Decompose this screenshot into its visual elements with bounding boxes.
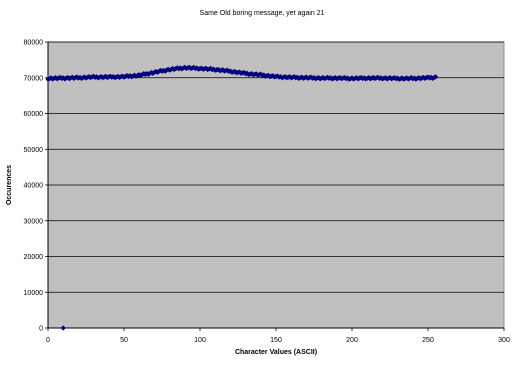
- data-point: [332, 75, 338, 81]
- x-tick-labels: 0 50 100 150 200 250 300: [46, 328, 510, 344]
- y-tick-label: 50000: [24, 147, 44, 154]
- data-point: [370, 74, 376, 81]
- data-point: [244, 70, 250, 76]
- data-point: [60, 325, 66, 331]
- data-point: [341, 74, 347, 81]
- x-tick-label: 0: [46, 337, 50, 344]
- y-axis-label: Occurences: [6, 165, 13, 205]
- data-point: [274, 73, 281, 79]
- data-point: [337, 74, 343, 81]
- x-tick-label: 50: [120, 337, 128, 344]
- data-point: [408, 75, 414, 81]
- y-tick-label: 20000: [24, 254, 44, 261]
- data-point: [299, 74, 305, 80]
- chart-title: Same Old boring message, yet again 21: [200, 10, 325, 17]
- data-point: [291, 74, 297, 80]
- y-tick-label: 30000: [24, 218, 44, 225]
- data-point: [294, 74, 300, 80]
- data-point: [404, 75, 410, 81]
- y-tick-label: 80000: [24, 40, 44, 47]
- series-points: [45, 64, 439, 331]
- data-point: [258, 71, 264, 77]
- y-tick-label: 0: [39, 326, 43, 333]
- data-point: [270, 73, 276, 79]
- y-tick-label: 60000: [24, 111, 44, 118]
- x-axis-label: Character Values (ASCII): [235, 349, 317, 356]
- data-point: [265, 72, 271, 78]
- x-tick-label: 100: [194, 337, 206, 344]
- data-point: [328, 75, 334, 81]
- y-tick-label: 10000: [24, 290, 44, 297]
- data-point: [433, 74, 439, 80]
- y-tick-label: 40000: [24, 183, 44, 190]
- y-tick-label: 70000: [24, 75, 44, 82]
- y-tick-labels: 0 10000 20000 30000 40000 50000 60000 70000 8000…: [24, 40, 48, 333]
- data-point: [399, 75, 405, 81]
- data-point: [395, 75, 401, 81]
- x-tick-label: 150: [270, 337, 282, 344]
- x-tick-label: 300: [498, 337, 510, 344]
- data-point: [191, 64, 197, 70]
- data-point: [261, 72, 267, 78]
- data-point: [366, 75, 372, 81]
- x-tick-label: 200: [346, 337, 358, 344]
- data-point: [375, 74, 381, 80]
- data-point: [48, 75, 54, 81]
- data-point: [361, 75, 367, 81]
- data-point: [303, 74, 309, 80]
- data-point: [60, 75, 66, 81]
- x-tick-label: 250: [422, 337, 434, 344]
- data-point: [115, 73, 121, 79]
- data-point: [308, 74, 314, 80]
- data-point: [253, 71, 259, 77]
